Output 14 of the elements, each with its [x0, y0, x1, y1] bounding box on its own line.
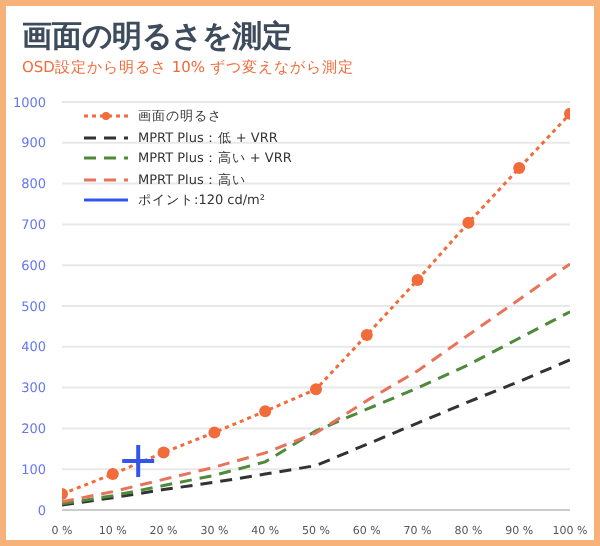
point: [513, 162, 526, 175]
line-series: [62, 310, 570, 506]
chart-title: 画面の明るさを測定: [22, 18, 292, 56]
point: [360, 328, 373, 341]
point: [208, 426, 221, 439]
point: [259, 405, 272, 418]
point: [120, 443, 157, 480]
line-series: [62, 262, 570, 504]
point: [106, 468, 119, 481]
point: [462, 216, 475, 229]
point: [310, 383, 322, 396]
point: [157, 446, 170, 459]
line-series: [62, 358, 570, 507]
point: [411, 273, 424, 286]
